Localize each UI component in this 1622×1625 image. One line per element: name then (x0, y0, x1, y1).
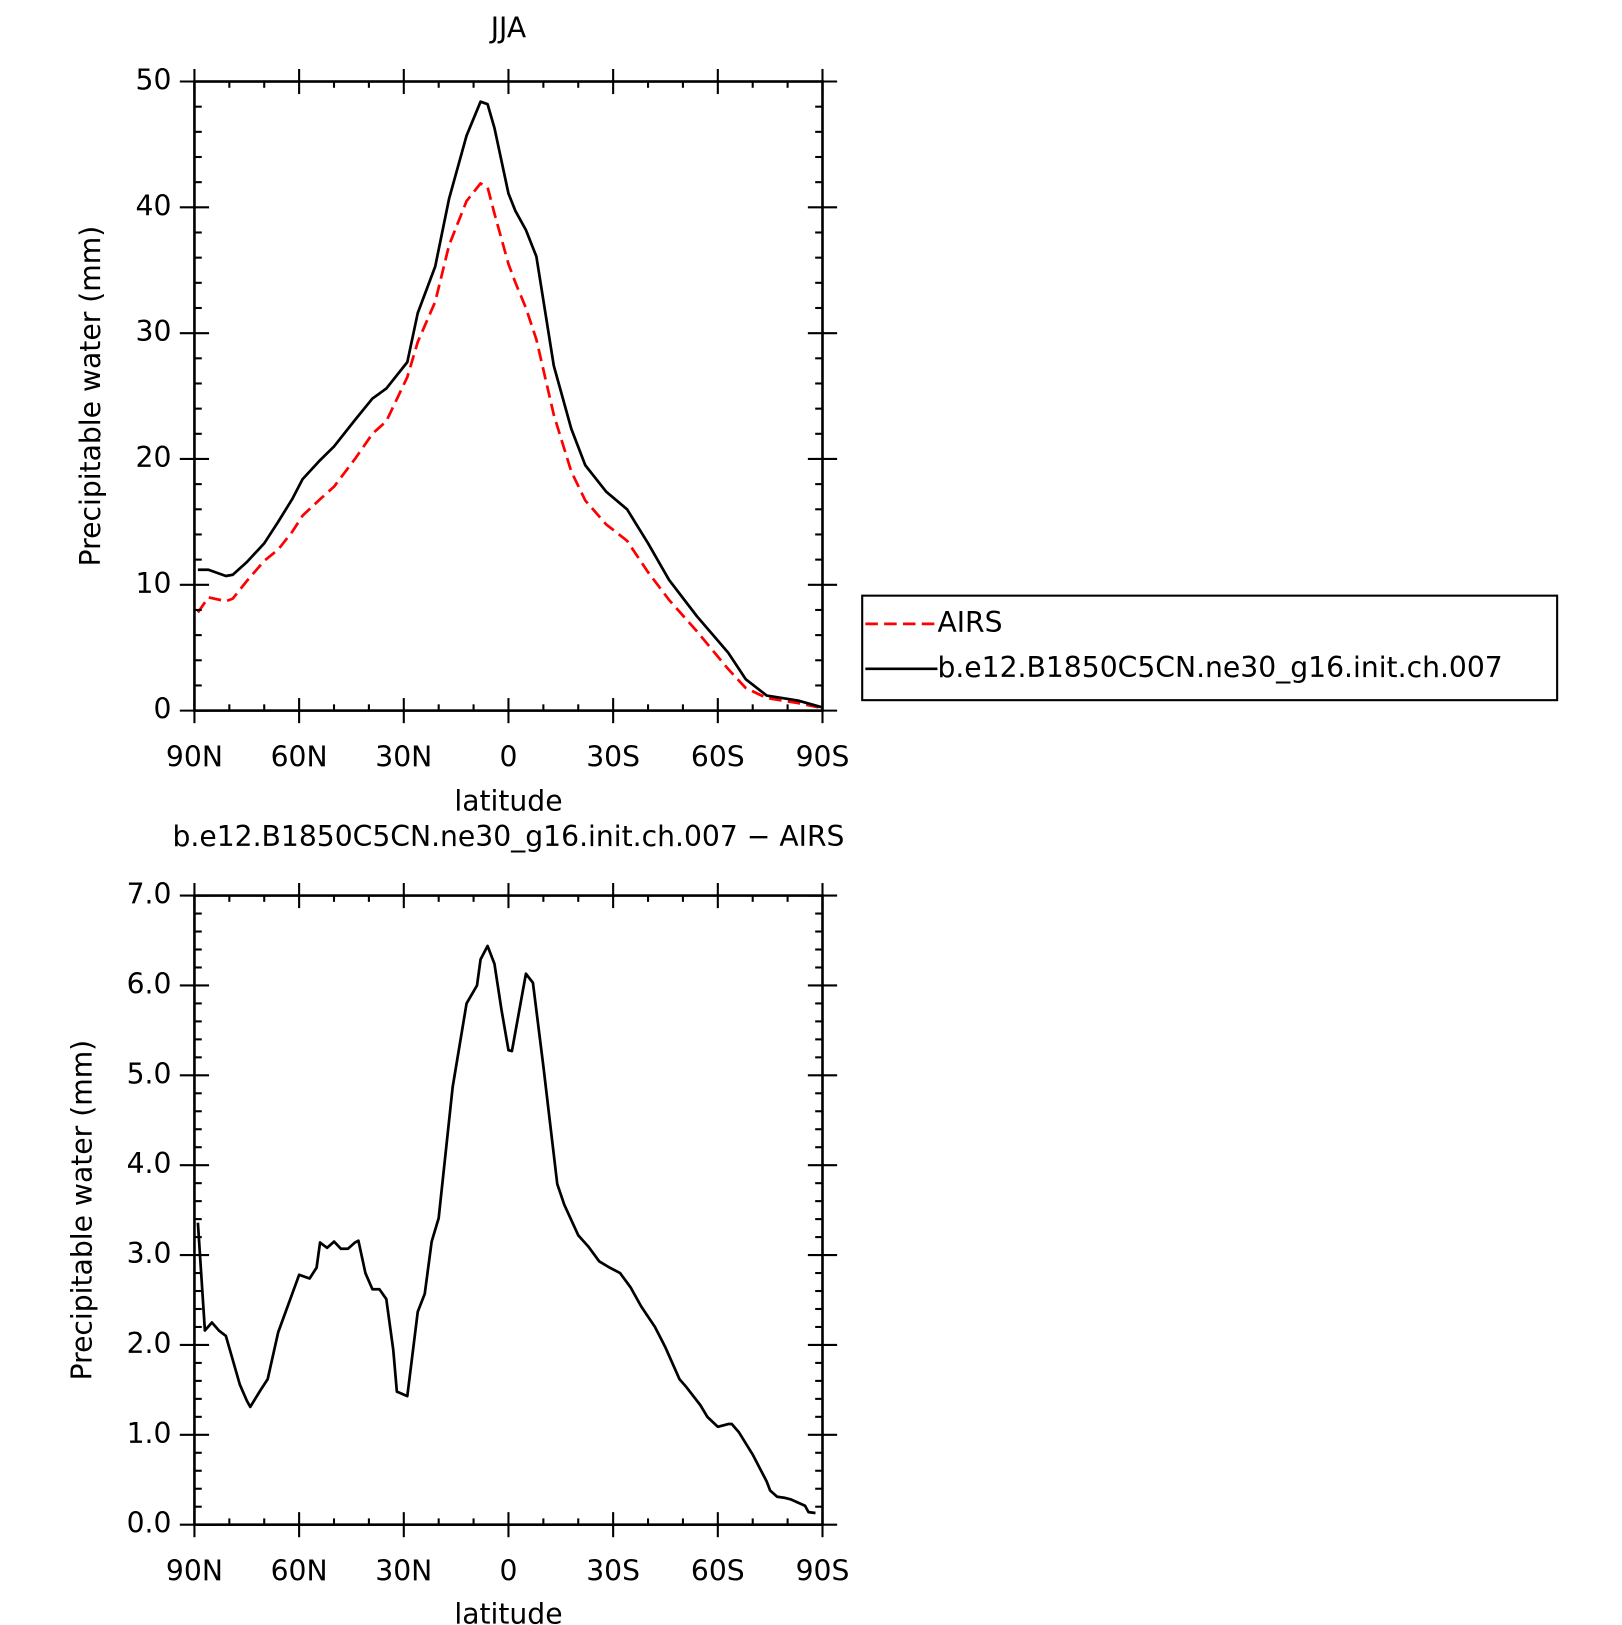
y-tick-label: 0.0 (127, 1507, 172, 1540)
x-tick-label: 60S (691, 1555, 745, 1588)
x-tick-label: 30S (586, 741, 640, 774)
y-tick-label: 0 (153, 693, 171, 726)
y-tick-label: 2.0 (127, 1327, 172, 1360)
x-tick-label: 30N (375, 741, 432, 774)
x-tick-label: 60N (271, 1555, 328, 1588)
x-tick-label: 30S (586, 1555, 640, 1588)
legend-box (861, 594, 1559, 702)
y-tick-label: 40 (136, 189, 172, 222)
y-tick-label: 50 (136, 64, 172, 97)
y-tick-label: 20 (136, 441, 172, 474)
x-tick-label: 30N (375, 1555, 432, 1588)
x-tick-label: 90N (166, 741, 223, 774)
chart-title: JJA (489, 11, 527, 44)
y-tick-label: 7.0 (127, 878, 172, 911)
plot-frame (193, 894, 824, 1526)
x-tick-label: 90N (166, 1555, 223, 1588)
y-tick-label: 30 (136, 315, 172, 348)
y-tick-label: 5.0 (127, 1057, 172, 1090)
data-line (197, 100, 823, 709)
y-axis-label: Precipitable water (mm) (74, 226, 107, 567)
x-tick-label: 90S (796, 741, 850, 774)
x-tick-label: 0 (499, 1555, 517, 1588)
x-tick-label: 0 (499, 741, 517, 774)
legend-label: AIRS (937, 606, 1002, 639)
x-axis-label: latitude (454, 1598, 562, 1625)
y-tick-label: 6.0 (127, 967, 172, 1000)
x-tick-label: 60S (691, 741, 745, 774)
y-axis-label: Precipitable water (mm) (66, 1040, 99, 1381)
x-tick-label: 60N (271, 741, 328, 774)
y-tick-label: 4.0 (127, 1147, 172, 1180)
legend-label: b.e12.B1850C5CN.ne30_g16.init.ch.007 (937, 651, 1502, 684)
data-line (196, 182, 823, 710)
x-axis-label: latitude (454, 785, 562, 818)
y-tick-label: 10 (136, 567, 172, 600)
chart-title: b.e12.B1850C5CN.ne30_g16.init.ch.007 − A… (172, 820, 844, 853)
data-line (196, 944, 816, 1515)
y-tick-label: 1.0 (127, 1417, 172, 1450)
y-tick-label: 3.0 (127, 1237, 172, 1270)
x-tick-label: 90S (796, 1555, 850, 1588)
plot-frame (193, 80, 824, 712)
